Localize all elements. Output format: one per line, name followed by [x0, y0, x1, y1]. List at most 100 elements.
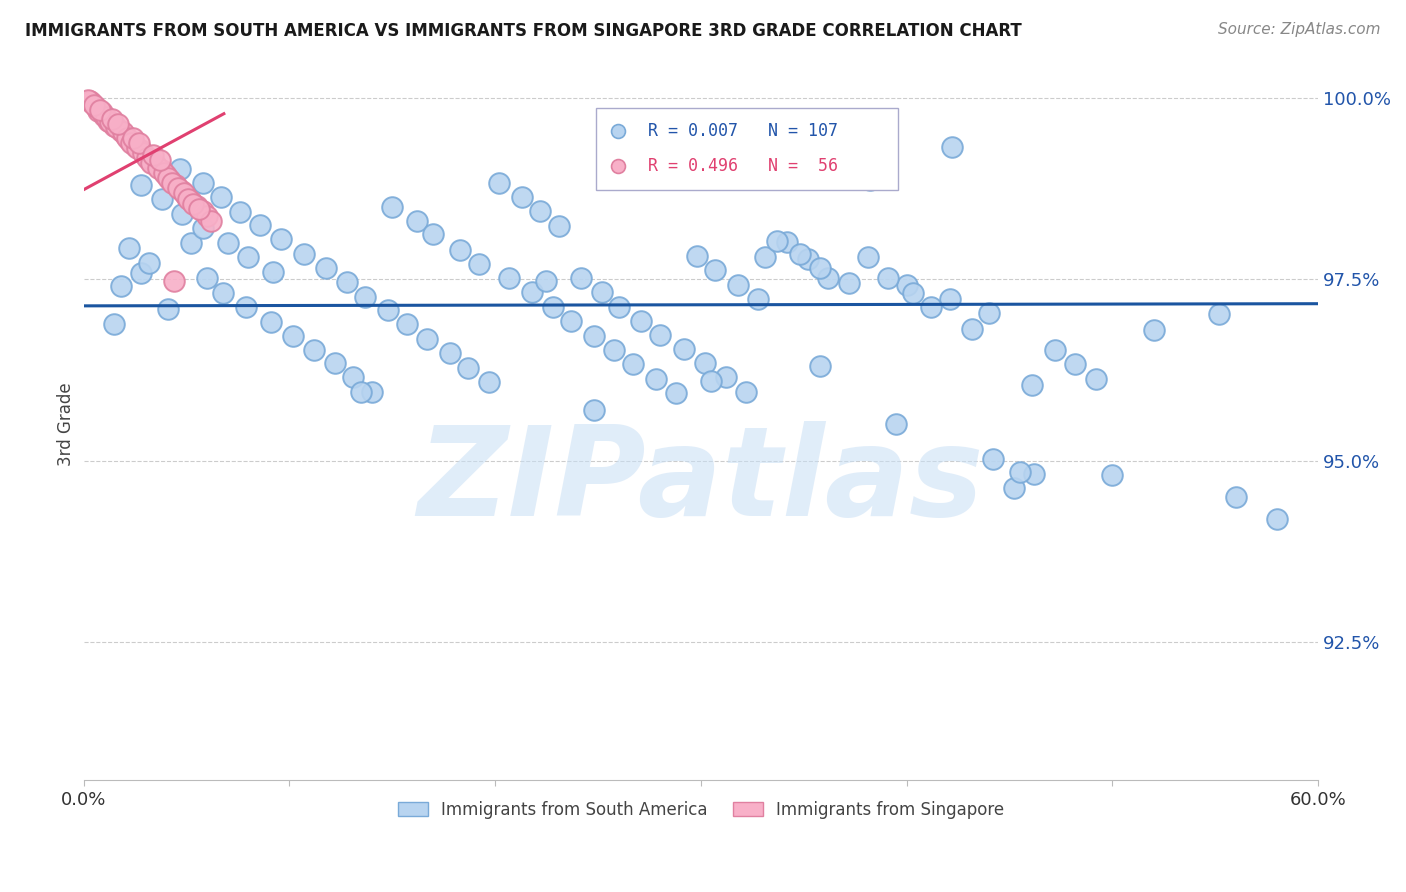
- Point: [817, 270, 839, 285]
- Point: [877, 271, 900, 285]
- Point: [673, 342, 696, 356]
- Point: [405, 214, 427, 228]
- Point: [87, 103, 110, 118]
- Point: [260, 315, 283, 329]
- Point: [110, 278, 132, 293]
- Point: [187, 202, 209, 216]
- Point: [150, 192, 173, 206]
- Point: [603, 343, 626, 357]
- Point: [808, 359, 831, 374]
- Point: [529, 203, 551, 218]
- Point: [103, 317, 125, 331]
- Point: [727, 277, 749, 292]
- Point: [754, 251, 776, 265]
- Point: [200, 214, 222, 228]
- Point: [884, 417, 907, 432]
- Point: [141, 156, 163, 170]
- Point: [547, 219, 569, 234]
- Point: [381, 200, 404, 214]
- Point: [686, 249, 709, 263]
- Point: [180, 194, 202, 208]
- Point: [122, 130, 145, 145]
- Point: [302, 343, 325, 357]
- Point: [79, 94, 101, 108]
- Point: [644, 371, 666, 385]
- Y-axis label: 3rd Grade: 3rd Grade: [58, 383, 75, 467]
- Point: [323, 356, 346, 370]
- Point: [89, 103, 111, 117]
- Point: [262, 265, 284, 279]
- Point: [977, 306, 1000, 320]
- Point: [607, 300, 630, 314]
- Point: [963, 730, 986, 744]
- Point: [150, 163, 173, 178]
- Point: [488, 176, 510, 190]
- Point: [118, 241, 141, 255]
- Point: [789, 247, 811, 261]
- Point: [212, 285, 235, 300]
- Point: [114, 128, 136, 143]
- Point: [457, 360, 479, 375]
- Point: [981, 452, 1004, 467]
- Point: [901, 285, 924, 300]
- Point: [156, 301, 179, 316]
- Point: [1265, 512, 1288, 526]
- Point: [195, 270, 218, 285]
- Point: [138, 153, 160, 167]
- Point: [360, 385, 382, 400]
- Point: [177, 192, 200, 206]
- Point: [111, 125, 134, 139]
- Point: [336, 275, 359, 289]
- Point: [856, 250, 879, 264]
- Point: [283, 328, 305, 343]
- Point: [155, 169, 177, 183]
- Point: [941, 140, 963, 154]
- Point: [229, 204, 252, 219]
- Point: [292, 246, 315, 260]
- Point: [103, 119, 125, 133]
- Point: [249, 219, 271, 233]
- Point: [115, 130, 138, 145]
- Point: [152, 166, 174, 180]
- Legend: Immigrants from South America, Immigrants from Singapore: Immigrants from South America, Immigrant…: [391, 794, 1011, 825]
- Point: [714, 370, 737, 384]
- Point: [693, 356, 716, 370]
- Point: [128, 136, 150, 150]
- Point: [621, 357, 644, 371]
- Point: [582, 328, 605, 343]
- Point: [138, 256, 160, 270]
- Point: [896, 277, 918, 292]
- Point: [145, 158, 167, 172]
- Point: [160, 176, 183, 190]
- Point: [1024, 467, 1046, 481]
- Point: [172, 207, 194, 221]
- Point: [146, 161, 169, 175]
- Point: [520, 285, 543, 300]
- Point: [101, 112, 124, 127]
- Point: [136, 151, 159, 165]
- Point: [124, 138, 146, 153]
- Point: [1043, 343, 1066, 358]
- Point: [129, 266, 152, 280]
- Point: [1142, 323, 1164, 337]
- Point: [395, 317, 418, 331]
- Point: [571, 270, 593, 285]
- Point: [129, 178, 152, 192]
- Text: IMMIGRANTS FROM SOUTH AMERICA VS IMMIGRANTS FROM SINGAPORE 3RD GRADE CORRELATION: IMMIGRANTS FROM SOUTH AMERICA VS IMMIGRA…: [25, 22, 1022, 40]
- Point: [176, 188, 198, 202]
- Point: [766, 234, 789, 248]
- Point: [1021, 378, 1043, 392]
- Point: [439, 346, 461, 360]
- Point: [186, 199, 208, 213]
- Point: [342, 370, 364, 384]
- Text: R = 0.496   N =  56: R = 0.496 N = 56: [648, 157, 838, 175]
- Point: [858, 173, 880, 187]
- Point: [1101, 468, 1123, 483]
- Point: [1225, 490, 1247, 504]
- Point: [209, 190, 232, 204]
- Point: [134, 148, 156, 162]
- Point: [181, 196, 204, 211]
- Point: [962, 321, 984, 335]
- Point: [350, 384, 373, 399]
- Text: R = 0.007   N = 107: R = 0.007 N = 107: [648, 122, 838, 140]
